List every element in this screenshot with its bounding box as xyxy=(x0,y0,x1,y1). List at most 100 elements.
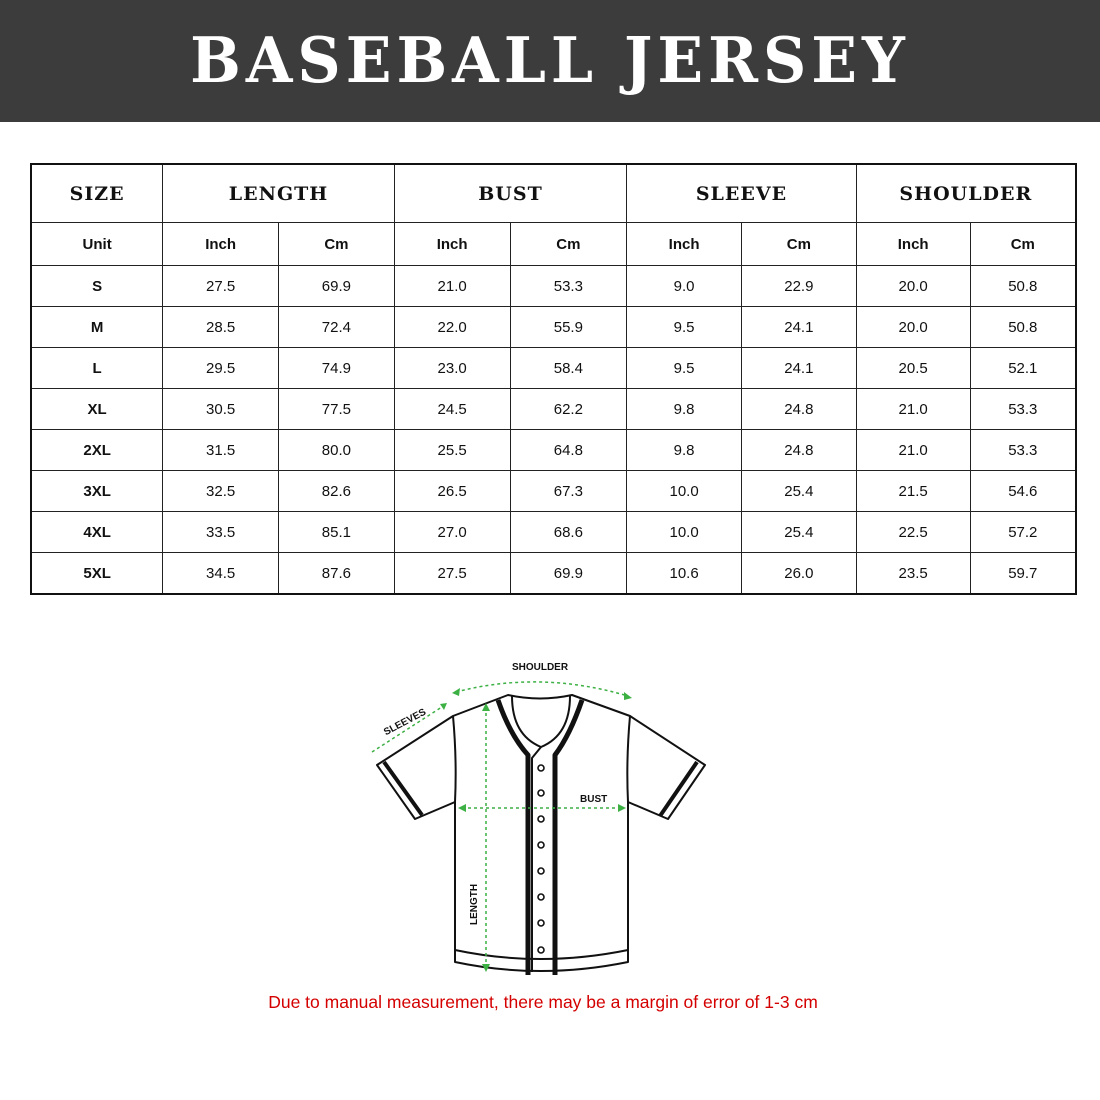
value-cell: 27.0 xyxy=(393,511,511,553)
value-cell: 26.5 xyxy=(393,470,511,512)
header-bust: BUST xyxy=(393,163,628,223)
value-cell: 72.4 xyxy=(278,306,395,348)
value-cell: 53.3 xyxy=(969,388,1077,430)
value-cell: 87.6 xyxy=(278,552,395,595)
value-cell: 21.0 xyxy=(393,265,511,307)
unit-label: Unit xyxy=(30,222,164,266)
unit-cell: Inch xyxy=(855,222,971,266)
header-sleeve: SLEEVE xyxy=(626,163,857,223)
value-cell: 31.5 xyxy=(162,429,280,471)
value-cell: 53.3 xyxy=(509,265,628,307)
value-cell: 50.8 xyxy=(969,265,1077,307)
unit-cell: Inch xyxy=(626,222,742,266)
value-cell: 10.6 xyxy=(626,552,742,595)
value-cell: 69.9 xyxy=(509,552,628,595)
value-cell: 67.3 xyxy=(509,470,628,512)
value-cell: 24.1 xyxy=(740,306,857,348)
value-cell: 77.5 xyxy=(278,388,395,430)
value-cell: 22.0 xyxy=(393,306,511,348)
table-row: 4XL 33.5 85.1 27.0 68.6 10.0 25.4 22.5 57.2 xyxy=(30,511,1077,553)
unit-cell: Inch xyxy=(393,222,511,266)
value-cell: 52.1 xyxy=(969,347,1077,389)
header-shoulder: SHOULDER xyxy=(855,163,1077,223)
table-row: 5XL 34.5 87.6 27.5 69.9 10.6 26.0 23.5 59.7 xyxy=(30,552,1077,595)
label-bust: BUST xyxy=(580,794,607,805)
value-cell: 24.8 xyxy=(740,429,857,471)
unit-cell: Cm xyxy=(509,222,628,266)
value-cell: 9.8 xyxy=(626,429,742,471)
unit-cell: Cm xyxy=(740,222,857,266)
group-header-row: SIZE LENGTH BUST SLEEVE SHOULDER xyxy=(30,163,1077,223)
value-cell: 21.0 xyxy=(855,429,971,471)
title-banner: BASEBALL JERSEY xyxy=(0,0,1100,122)
value-cell: 34.5 xyxy=(162,552,280,595)
value-cell: 25.5 xyxy=(393,429,511,471)
value-cell: 28.5 xyxy=(162,306,280,348)
table-row: S 27.5 69.9 21.0 53.3 9.0 22.9 20.0 50.8 xyxy=(30,265,1077,307)
unit-cell: Cm xyxy=(278,222,395,266)
size-cell: 4XL xyxy=(30,511,164,553)
size-cell: XL xyxy=(30,388,164,430)
table-row: 3XL 32.5 82.6 26.5 67.3 10.0 25.4 21.5 54.6 xyxy=(30,470,1077,512)
value-cell: 9.8 xyxy=(626,388,742,430)
value-cell: 50.8 xyxy=(969,306,1077,348)
value-cell: 24.5 xyxy=(393,388,511,430)
value-cell: 57.2 xyxy=(969,511,1077,553)
table-row: M 28.5 72.4 22.0 55.9 9.5 24.1 20.0 50.8 xyxy=(30,306,1077,348)
value-cell: 9.5 xyxy=(626,306,742,348)
value-cell: 23.0 xyxy=(393,347,511,389)
size-cell: L xyxy=(30,347,164,389)
value-cell: 22.5 xyxy=(855,511,971,553)
size-cell: M xyxy=(30,306,164,348)
size-cell: 3XL xyxy=(30,470,164,512)
value-cell: 26.0 xyxy=(740,552,857,595)
value-cell: 33.5 xyxy=(162,511,280,553)
value-cell: 23.5 xyxy=(855,552,971,595)
measurement-note: Due to manual measurement, there may be … xyxy=(268,992,818,1012)
label-length: LENGTH xyxy=(469,884,480,925)
collar xyxy=(511,695,571,748)
value-cell: 20.5 xyxy=(855,347,971,389)
label-shoulder: SHOULDER xyxy=(512,662,569,673)
value-cell: 9.5 xyxy=(626,347,742,389)
header-size: SIZE xyxy=(30,163,164,223)
unit-cell: Cm xyxy=(969,222,1077,266)
value-cell: 21.5 xyxy=(855,470,971,512)
value-cell: 24.8 xyxy=(740,388,857,430)
value-cell: 27.5 xyxy=(162,265,280,307)
label-sleeves: SLEEVES xyxy=(382,707,428,739)
value-cell: 64.8 xyxy=(509,429,628,471)
value-cell: 58.4 xyxy=(509,347,628,389)
unit-row: Unit Inch Cm Inch Cm Inch Cm Inch Cm xyxy=(30,222,1077,266)
value-cell: 27.5 xyxy=(393,552,511,595)
jersey-diagram: SHOULDER SLEEVES BUST LENGTH xyxy=(371,662,706,975)
unit-cell: Inch xyxy=(162,222,280,266)
value-cell: 85.1 xyxy=(278,511,395,553)
table-row: L 29.5 74.9 23.0 58.4 9.5 24.1 20.5 52.1 xyxy=(30,347,1077,389)
value-cell: 62.2 xyxy=(509,388,628,430)
size-chart-table: SIZE LENGTH BUST SLEEVE SHOULDER Unit In… xyxy=(30,163,1077,595)
measure-arrows xyxy=(440,688,632,972)
value-cell: 53.3 xyxy=(969,429,1077,471)
value-cell: 80.0 xyxy=(278,429,395,471)
value-cell: 68.6 xyxy=(509,511,628,553)
value-cell: 29.5 xyxy=(162,347,280,389)
value-cell: 32.5 xyxy=(162,470,280,512)
value-cell: 22.9 xyxy=(740,265,857,307)
value-cell: 74.9 xyxy=(278,347,395,389)
header-length: LENGTH xyxy=(162,163,395,223)
value-cell: 10.0 xyxy=(626,470,742,512)
value-cell: 69.9 xyxy=(278,265,395,307)
size-cell: S xyxy=(30,265,164,307)
value-cell: 20.0 xyxy=(855,306,971,348)
size-cell: 5XL xyxy=(30,552,164,595)
value-cell: 82.6 xyxy=(278,470,395,512)
jersey-outline xyxy=(376,694,706,972)
value-cell: 25.4 xyxy=(740,470,857,512)
table-row: XL 30.5 77.5 24.5 62.2 9.8 24.8 21.0 53.3 xyxy=(30,388,1077,430)
table-row: 2XL 31.5 80.0 25.5 64.8 9.8 24.8 21.0 53.3 xyxy=(30,429,1077,471)
value-cell: 21.0 xyxy=(855,388,971,430)
value-cell: 54.6 xyxy=(969,470,1077,512)
value-cell: 55.9 xyxy=(509,306,628,348)
measure-lines xyxy=(371,681,629,968)
